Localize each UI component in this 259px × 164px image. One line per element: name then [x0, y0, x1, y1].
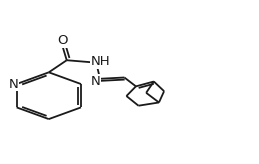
Text: N: N — [9, 78, 18, 91]
Text: N: N — [91, 75, 100, 88]
Text: NH: NH — [91, 55, 111, 68]
Text: O: O — [57, 34, 67, 47]
